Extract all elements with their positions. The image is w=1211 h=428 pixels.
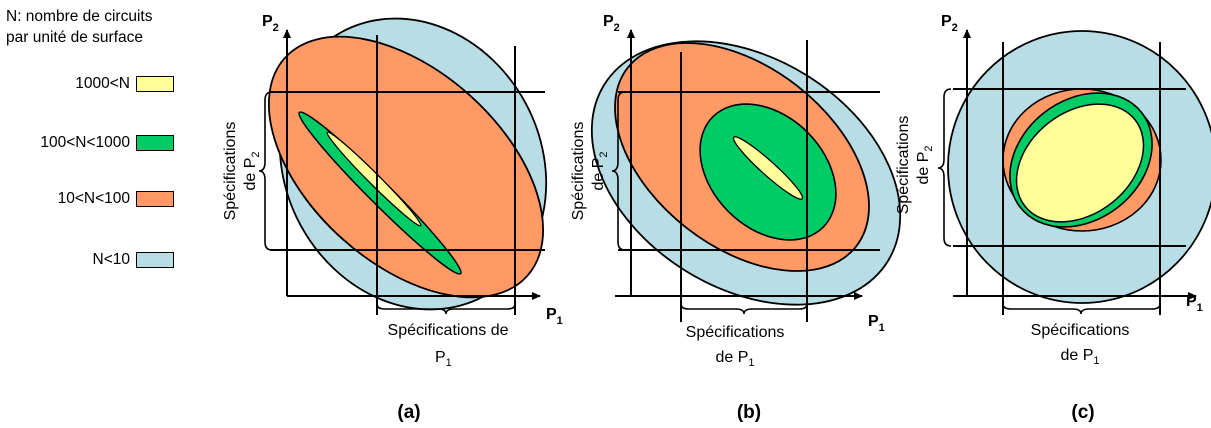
legend-swatch — [136, 135, 174, 151]
region-1000 — [732, 136, 804, 200]
brace-left — [258, 91, 273, 251]
legend-item-yellow: 1000<N — [0, 74, 178, 96]
legend-item-green: 100<N<1000 — [0, 133, 178, 155]
x-spec-label-p: P1 — [435, 349, 452, 369]
x-spec-label: Spécifications de — [388, 322, 509, 339]
legend-label: 10<N<100 — [57, 190, 130, 207]
legend-swatch — [136, 191, 174, 207]
legend-title: N: nombre de circuits par unité de surfa… — [6, 6, 152, 48]
y-spec-label: Spécifications — [895, 116, 912, 215]
legend-title-line1: N: nombre de circuits — [6, 8, 153, 25]
legend-item-orange: 10<N<100 — [0, 189, 178, 211]
x-spec-label-2: de P1 — [715, 349, 754, 369]
legend-swatch — [136, 76, 174, 92]
legend-title-line2: par unité de surface — [6, 29, 144, 46]
legend-label: 100<N<1000 — [40, 134, 130, 151]
region-10-100 — [267, 35, 545, 299]
panel-c: P2 P1 Spécifications de P1 Spécification… — [895, 13, 1211, 423]
x-axis-label: P1 — [1186, 293, 1203, 314]
x-spec-label-2: de P1 — [1060, 347, 1099, 367]
legend: N: nombre de circuits par unité de surfa… — [0, 0, 210, 290]
y-spec-label-2: de P2 — [590, 151, 610, 190]
brace-left — [611, 91, 626, 251]
brace-bottom — [1002, 303, 1161, 315]
panel-caption: (c) — [1071, 402, 1094, 423]
y-spec-label-2: de P2 — [242, 151, 262, 190]
legend-label: 1000<N — [75, 75, 130, 92]
y-axis-label: P2 — [941, 13, 958, 34]
y-spec-label: Spécifications — [570, 122, 587, 221]
x-spec-label: Spécifications — [1031, 322, 1130, 339]
brace-bottom — [680, 303, 808, 315]
x-axis-label: P1 — [868, 313, 885, 334]
panel-a: P2 P1 Spécifications de P1 Spécification… — [222, 13, 563, 423]
y-axis-label: P2 — [603, 13, 620, 34]
panel-caption: (a) — [397, 402, 420, 423]
brace-left — [937, 88, 952, 247]
region-1000 — [1015, 103, 1145, 223]
panel-caption: (b) — [737, 402, 761, 423]
y-spec-label-2: de P2 — [915, 145, 935, 184]
legend-swatch — [136, 252, 174, 268]
brace-bottom — [376, 303, 516, 315]
x-spec-label: Spécifications — [686, 324, 785, 341]
panel-b: P2 P1 Spécifications de P1 Spécification… — [570, 13, 902, 423]
y-axis-label: P2 — [262, 13, 279, 34]
y-spec-label: Spécifications — [222, 122, 239, 221]
legend-item-blue: N<10 — [0, 250, 178, 272]
legend-label: N<10 — [92, 251, 131, 268]
x-axis-label: P1 — [546, 306, 563, 327]
